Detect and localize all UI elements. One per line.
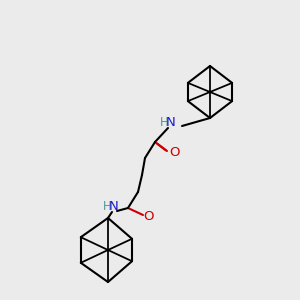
Text: O: O (144, 211, 154, 224)
Text: N: N (166, 116, 176, 128)
Text: O: O (169, 146, 179, 160)
Text: N: N (109, 200, 119, 212)
Text: H: H (160, 116, 168, 130)
Text: H: H (103, 200, 111, 214)
